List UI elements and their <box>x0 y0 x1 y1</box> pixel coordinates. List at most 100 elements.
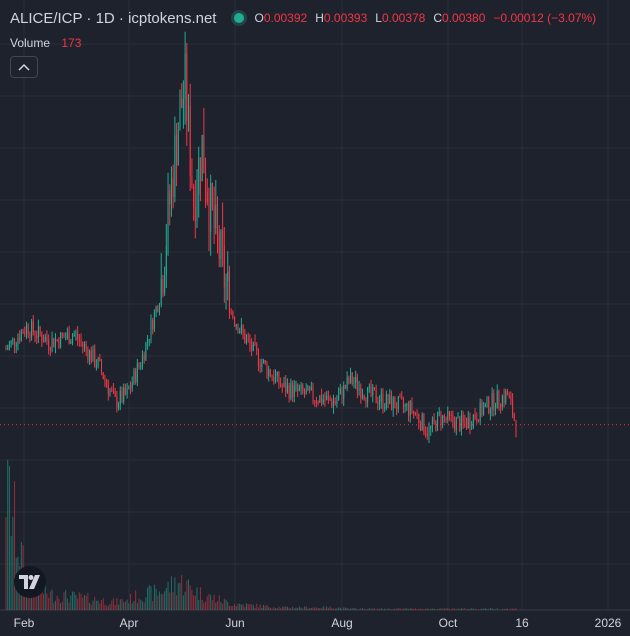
volume-bar <box>303 606 306 610</box>
candle-body <box>450 414 452 416</box>
candle-body <box>99 358 101 361</box>
volume-bar <box>114 604 116 610</box>
volume-bar <box>157 595 159 610</box>
candle-body <box>228 271 230 312</box>
open-value: 0.00392 <box>263 11 308 25</box>
volume-bar <box>365 609 367 610</box>
volume-bar <box>257 607 259 610</box>
volume-bar <box>394 608 396 610</box>
candle-body <box>56 339 58 341</box>
candle-body <box>73 333 75 336</box>
volume-bar <box>48 597 50 610</box>
open-key: O <box>254 11 264 25</box>
candle-body <box>500 404 502 407</box>
candle-body <box>140 365 142 367</box>
candle-body <box>392 397 394 410</box>
candle-body <box>394 397 396 409</box>
volume-bar <box>89 602 91 610</box>
candle-body <box>459 417 461 431</box>
volume-bar <box>191 589 193 610</box>
volume-bar <box>367 609 369 610</box>
candle-body <box>46 336 48 341</box>
volume-bar <box>273 607 275 610</box>
volume-bar <box>408 609 410 610</box>
candle-body <box>136 363 138 383</box>
candle-body <box>283 382 285 387</box>
candle-body <box>141 355 143 366</box>
candle-body <box>215 204 217 229</box>
volume-bar <box>164 591 166 610</box>
volume-bar <box>228 605 230 610</box>
candle-body <box>331 400 333 407</box>
volume-bar <box>484 608 486 610</box>
volume-bar <box>372 608 374 610</box>
volume-bar <box>90 604 92 610</box>
time-axis[interactable]: Feb Apr Jun Aug Oct 16 2026 <box>0 610 630 636</box>
candle-body <box>384 407 386 409</box>
candle-body <box>249 340 251 345</box>
collapse-legend-button[interactable] <box>10 56 38 78</box>
volume-bar <box>317 608 319 610</box>
candle-body <box>182 99 184 108</box>
volume-bar <box>350 608 352 610</box>
ohlc-values: O 0.00392 H 0.00393 L 0.00378 C 0.00380 −0.0… <box>254 11 604 25</box>
candle-body <box>469 417 471 428</box>
volume-bar <box>471 608 473 610</box>
volume-bar <box>201 599 203 610</box>
high-value: 0.00393 <box>323 11 368 25</box>
volume-bar <box>477 609 479 610</box>
volume-bar <box>136 602 138 610</box>
candle-body <box>145 342 147 361</box>
candle-body <box>344 385 346 389</box>
volume-bar <box>363 608 365 610</box>
volume-bar <box>92 600 94 610</box>
candle-body <box>457 417 459 419</box>
candle-body <box>10 340 12 344</box>
volume-bar <box>138 598 140 610</box>
candle-body <box>455 418 457 430</box>
volume-bar <box>280 608 282 610</box>
candle-body <box>53 338 55 347</box>
volume-bar <box>397 608 399 610</box>
volume-bar <box>447 608 449 610</box>
candle-body <box>382 393 384 408</box>
candle-body <box>234 317 236 325</box>
candle-body <box>399 396 401 398</box>
candle-body <box>421 414 423 431</box>
candle-body <box>408 403 410 416</box>
candle-body <box>208 202 210 232</box>
candle-body <box>286 385 288 393</box>
volume-bar <box>179 582 181 610</box>
candle-body <box>218 231 220 259</box>
candle-body <box>216 204 219 232</box>
candle-body <box>162 278 164 294</box>
volume-bar <box>435 609 437 610</box>
candle-body <box>107 385 109 395</box>
candle-body <box>495 408 497 411</box>
candle-body <box>336 400 338 404</box>
candle-body <box>387 394 389 404</box>
candle-body <box>346 377 348 389</box>
volume-bar <box>223 598 225 610</box>
candle-body <box>447 411 449 420</box>
candle-body <box>244 332 246 344</box>
volume-bar <box>438 608 440 610</box>
candle-body <box>280 384 282 387</box>
volume-bar <box>327 607 329 610</box>
volume-bar <box>358 609 360 610</box>
volume-bar <box>147 587 149 610</box>
volume-bar <box>298 606 300 610</box>
candle-body <box>350 372 352 383</box>
symbol-title[interactable]: ALICE/ICP · 1D · icptokens.net <box>10 9 217 27</box>
volume-bar <box>109 603 111 610</box>
tradingview-logo-icon[interactable] <box>14 566 46 598</box>
x-tick-jun: Jun <box>225 616 245 630</box>
candle-body <box>401 396 403 399</box>
candle-body <box>14 338 16 346</box>
volume-bar <box>111 600 113 610</box>
volume-bar <box>413 609 415 610</box>
candle-body <box>194 206 196 222</box>
volume-bar <box>80 593 82 610</box>
volume-bar <box>411 608 413 610</box>
